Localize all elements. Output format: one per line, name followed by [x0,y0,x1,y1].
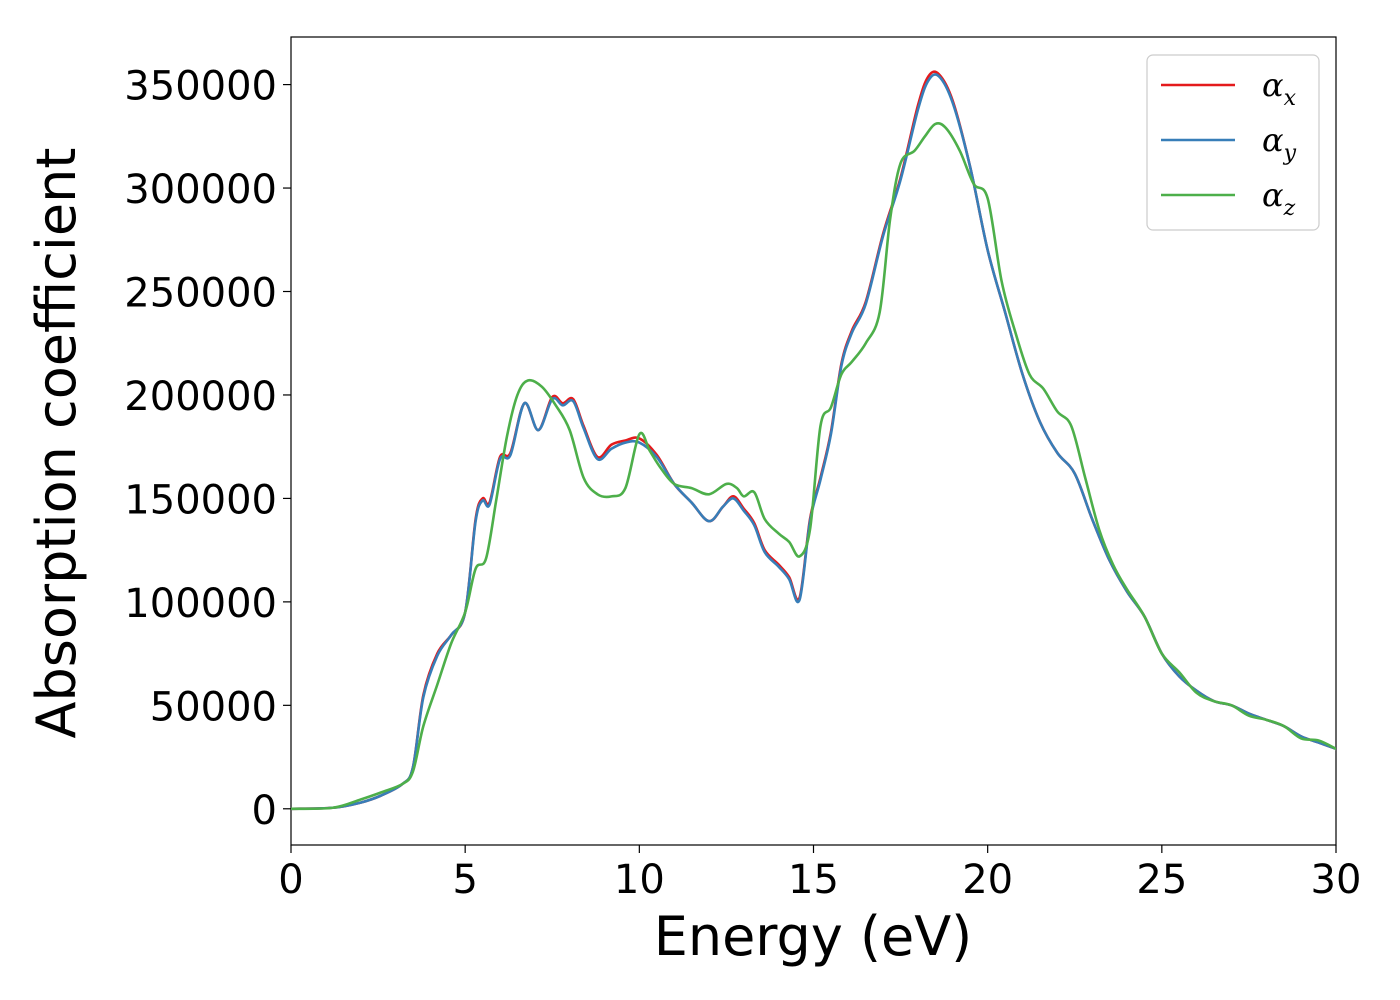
x-axis-label: Energy (eV) [654,905,973,968]
y-tick-label: 0 [252,788,277,834]
ticks-layer: 0 5 10 15 20 25 30 0 50000 100000 150000 200000 2500… [124,64,1361,903]
legend-box [1146,54,1320,231]
x-tick-label: 15 [788,857,839,903]
x-tick-label: 30 [1311,857,1362,903]
legend-label-y: αy [1262,121,1297,166]
series-layer [291,70,1336,811]
x-tick-label: 10 [614,857,665,903]
x-tick-label: 0 [278,857,303,903]
legend: αx αy αz [1146,54,1320,231]
y-tick-label: 200000 [124,374,277,420]
y-tick-label: 50000 [150,684,277,730]
legend-label-x: αx [1262,66,1297,111]
y-tick-label: 300000 [124,167,277,213]
y-axis-label: Absorption coefficient [25,148,88,739]
series-line-z [291,122,1336,811]
y-tick-label: 350000 [124,64,277,110]
y-tick-label: 100000 [124,581,277,627]
x-tick-label: 5 [452,857,477,903]
legend-label-z: αz [1262,176,1296,221]
x-tick-label: 20 [962,857,1013,903]
y-tick-label: 150000 [124,477,277,523]
x-tick-label: 25 [1136,857,1187,903]
y-tick-label: 250000 [124,271,277,317]
